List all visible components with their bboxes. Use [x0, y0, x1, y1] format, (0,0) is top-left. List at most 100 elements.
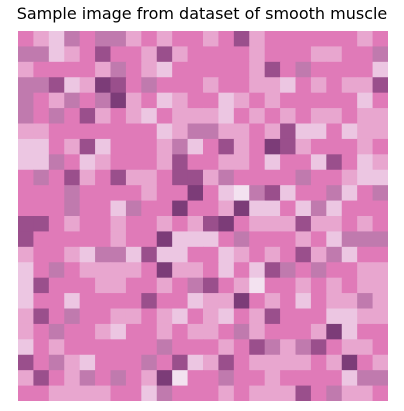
tissue-pixel [33, 77, 50, 94]
tissue-pixel [48, 169, 65, 186]
tissue-pixel [141, 293, 158, 310]
tissue-pixel [79, 61, 96, 78]
tissue-pixel [295, 231, 312, 248]
tissue-pixel [233, 216, 250, 233]
tissue-pixel [341, 92, 358, 109]
tissue-pixel [141, 385, 158, 401]
tissue-pixel [280, 385, 297, 401]
tissue-pixel [95, 277, 112, 294]
tissue-pixel [295, 385, 312, 401]
tissue-pixel [295, 185, 312, 202]
tissue-pixel [156, 216, 173, 233]
tissue-pixel [172, 385, 189, 401]
tissue-pixel [18, 154, 35, 171]
tissue-pixel [203, 293, 220, 310]
tissue-pixel [233, 323, 250, 340]
tissue-pixel [341, 277, 358, 294]
tissue-pixel [264, 108, 281, 125]
tissue-pixel [326, 216, 343, 233]
tissue-pixel [310, 262, 327, 279]
tissue-pixel [295, 92, 312, 109]
tissue-pixel [187, 200, 204, 217]
tissue-pixel [110, 339, 127, 356]
tissue-pixel [280, 31, 297, 48]
tissue-pixel [95, 246, 112, 263]
tissue-pixel [18, 108, 35, 125]
tissue-pixel [280, 277, 297, 294]
tissue-pixel [233, 385, 250, 401]
tissue-pixel [64, 339, 81, 356]
tissue-pixel [125, 293, 142, 310]
tissue-pixel [357, 185, 374, 202]
tissue-pixel [172, 216, 189, 233]
tissue-pixel [310, 246, 327, 263]
tissue-pixel [326, 31, 343, 48]
tissue-pixel [264, 308, 281, 325]
tissue-pixel [203, 370, 220, 387]
tissue-pixel [172, 46, 189, 63]
tissue-pixel [18, 262, 35, 279]
tissue-pixel [357, 308, 374, 325]
tissue-pixel [264, 123, 281, 140]
tissue-pixel [33, 339, 50, 356]
tissue-pixel [249, 277, 266, 294]
tissue-pixel [310, 123, 327, 140]
tissue-pixel [264, 323, 281, 340]
tissue-pixel [280, 61, 297, 78]
tissue-pixel [372, 31, 388, 48]
tissue-pixel [203, 31, 220, 48]
tissue-pixel [187, 370, 204, 387]
tissue-pixel [295, 77, 312, 94]
tissue-pixel [310, 293, 327, 310]
tissue-pixel [357, 123, 374, 140]
tissue-pixel [95, 31, 112, 48]
tissue-pixel [110, 354, 127, 371]
tissue-pixel [110, 169, 127, 186]
tissue-pixel [64, 216, 81, 233]
tissue-pixel [326, 385, 343, 401]
tissue-pixel [218, 370, 235, 387]
tissue-pixel [372, 354, 388, 371]
tissue-pixel [203, 277, 220, 294]
tissue-pixel [341, 385, 358, 401]
tissue-pixel [372, 92, 388, 109]
tissue-pixel [64, 108, 81, 125]
tissue-pixel [79, 185, 96, 202]
tissue-pixel [172, 31, 189, 48]
tissue-pixel [249, 323, 266, 340]
tissue-pixel [125, 277, 142, 294]
tissue-pixel [372, 339, 388, 356]
tissue-pixel [341, 293, 358, 310]
tissue-pixel [295, 293, 312, 310]
tissue-pixel [172, 293, 189, 310]
tissue-pixel [110, 46, 127, 63]
tissue-pixel [280, 262, 297, 279]
tissue-pixel [125, 31, 142, 48]
tissue-pixel [341, 77, 358, 94]
tissue-pixel [233, 231, 250, 248]
tissue-pixel [218, 77, 235, 94]
tissue-pixel [326, 138, 343, 155]
tissue-pixel [95, 46, 112, 63]
tissue-pixel [48, 246, 65, 263]
tissue-pixel [18, 354, 35, 371]
tissue-pixel [95, 108, 112, 125]
tissue-pixel [249, 92, 266, 109]
tissue-pixel [95, 200, 112, 217]
tissue-pixel [64, 246, 81, 263]
tissue-pixel [172, 323, 189, 340]
tissue-pixel [64, 370, 81, 387]
tissue-pixel [18, 185, 35, 202]
tissue-pixel [156, 246, 173, 263]
tissue-pixel [172, 246, 189, 263]
tissue-pixel [280, 138, 297, 155]
tissue-pixel [48, 277, 65, 294]
tissue-pixel [357, 77, 374, 94]
tissue-pixel [264, 138, 281, 155]
tissue-pixel [48, 154, 65, 171]
tissue-pixel [218, 92, 235, 109]
tissue-pixel [341, 246, 358, 263]
tissue-pixel [233, 277, 250, 294]
tissue-pixel [18, 323, 35, 340]
tissue-pixel [233, 92, 250, 109]
